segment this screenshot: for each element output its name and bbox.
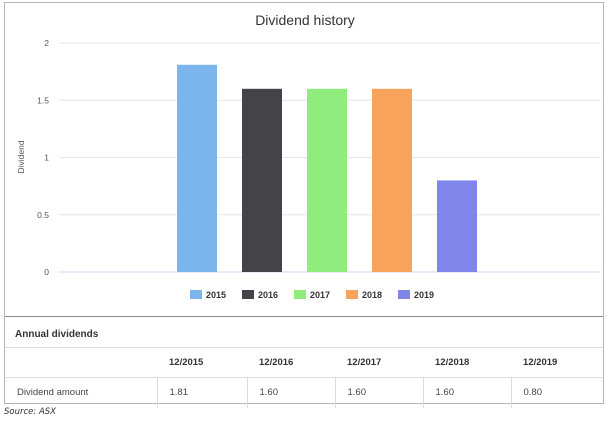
legend: 2015 2016 2017 2018 2019 xyxy=(190,290,434,300)
chart-panel: Dividend history Dividend 0 0.5 1 1.5 2 2015… xyxy=(4,2,605,408)
source-note: Source: ASX xyxy=(4,407,56,417)
section-divider xyxy=(5,316,603,317)
legend-swatch xyxy=(398,290,410,299)
y-axis-ticks: 0 0.5 1 1.5 2 xyxy=(37,38,49,277)
dividend-chart: Dividend history Dividend 0 0.5 1 1.5 2 2015… xyxy=(5,3,605,317)
table-header-cell: 12/2019 xyxy=(511,347,603,378)
bar-2019[interactable] xyxy=(437,180,477,272)
chart-title: Dividend history xyxy=(255,12,355,28)
table-cell: 0.80 xyxy=(510,377,603,408)
legend-item-2018[interactable]: 2018 xyxy=(346,290,382,300)
legend-item-2017[interactable]: 2017 xyxy=(294,290,330,300)
y-tick-label: 1 xyxy=(44,153,49,163)
legend-swatch xyxy=(346,290,358,299)
table-title: Annual dividends xyxy=(15,329,99,340)
legend-swatch xyxy=(294,290,306,299)
legend-label: 2016 xyxy=(258,290,278,300)
y-tick-label: 0.5 xyxy=(37,210,49,220)
legend-label: 2015 xyxy=(206,290,226,300)
table-cell: 1.81 xyxy=(156,377,247,408)
legend-swatch xyxy=(242,290,254,299)
bar-2018[interactable] xyxy=(372,88,412,272)
table-header-row: 12/2015 12/2016 12/2017 12/2018 12/2019 xyxy=(5,347,603,378)
legend-label: 2017 xyxy=(310,290,330,300)
y-axis-label: Dividend xyxy=(16,140,26,173)
bar-2015[interactable] xyxy=(177,64,217,272)
table-header-cell: 12/2016 xyxy=(247,347,335,378)
bar-2017[interactable] xyxy=(307,88,347,272)
table-header-cell: 12/2015 xyxy=(157,347,247,378)
y-tick-label: 1.5 xyxy=(37,95,49,105)
table-cell: 1.60 xyxy=(422,377,511,408)
legend-swatch xyxy=(190,290,202,299)
legend-item-2019[interactable]: 2019 xyxy=(398,290,434,300)
bar-2016[interactable] xyxy=(242,88,282,272)
dividend-table: 12/2015 12/2016 12/2017 12/2018 12/2019 … xyxy=(5,347,603,408)
bars xyxy=(177,64,477,272)
legend-label: 2019 xyxy=(414,290,434,300)
legend-label: 2018 xyxy=(362,290,382,300)
table-cell: 1.60 xyxy=(246,377,335,408)
y-tick-label: 0 xyxy=(44,267,49,277)
table-header-cell xyxy=(5,347,157,378)
table-row: Dividend amount 1.81 1.60 1.60 1.60 0.80 xyxy=(5,377,603,408)
chart-canvas: Dividend history Dividend 0 0.5 1 1.5 2 2015… xyxy=(16,12,601,300)
y-tick-label: 2 xyxy=(44,38,49,48)
legend-item-2015[interactable]: 2015 xyxy=(190,290,226,300)
table-header-cell: 12/2018 xyxy=(423,347,511,378)
table-row-label: Dividend amount xyxy=(5,377,157,408)
legend-item-2016[interactable]: 2016 xyxy=(242,290,278,300)
table-header-cell: 12/2017 xyxy=(335,347,423,378)
table-cell: 1.60 xyxy=(334,377,423,408)
